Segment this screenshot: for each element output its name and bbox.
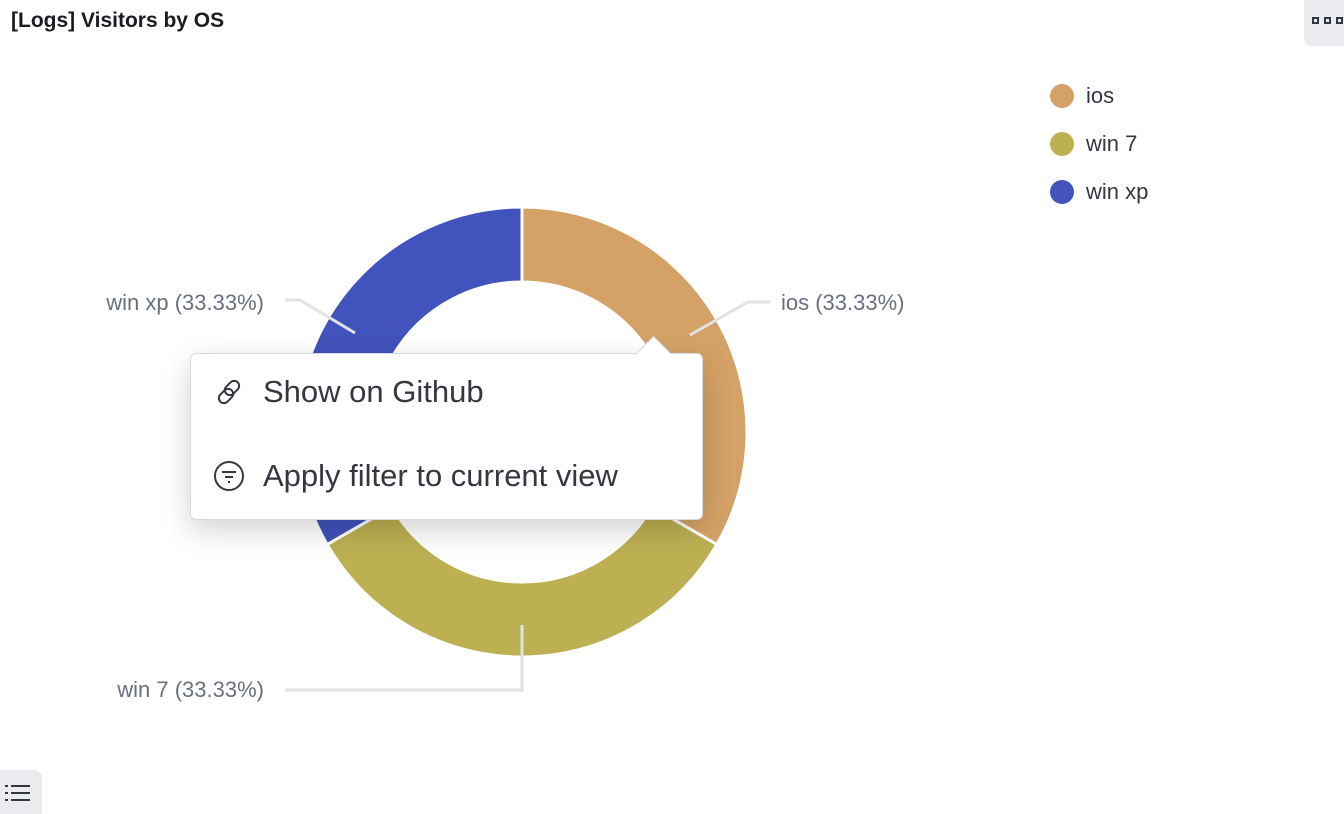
slice-win-7[interactable] (325, 504, 719, 659)
legend-item-win-xp[interactable]: win xp (1050, 168, 1148, 216)
box (1336, 17, 1343, 24)
panel-options-button[interactable] (1304, 0, 1344, 46)
filter-icon (214, 461, 244, 491)
context-menu-popover: Show on Github Apply filter to current v… (190, 335, 703, 520)
leader-line-win-xp (285, 298, 356, 335)
leader-line-win-7 (285, 625, 524, 692)
menu-item-show-on-github[interactable]: Show on Github (213, 374, 484, 410)
list-icon (5, 785, 30, 801)
slice-label-ios: ios (33.33%) (781, 290, 905, 315)
menu-item-apply-filter[interactable]: Apply filter to current view (213, 458, 618, 494)
legend-dot (1050, 180, 1074, 204)
legend-label: win xp (1086, 179, 1149, 204)
slice-label-win-7: win 7 (33.33%) (116, 677, 264, 702)
legend-item-win-7[interactable]: win 7 (1050, 120, 1148, 168)
panel-title: [Logs] Visitors by OS (11, 9, 225, 32)
slice-label-win-xp: win xp (33.33%) (105, 290, 264, 315)
boxes-horizontal-icon (1312, 17, 1319, 24)
legend-label: ios (1086, 83, 1115, 108)
legend-item-ios[interactable]: ios (1050, 72, 1148, 120)
menu-item-label: Apply filter to current view (263, 458, 618, 493)
box (1324, 17, 1331, 24)
legend-dot (1050, 84, 1074, 108)
legend-label: win 7 (1086, 131, 1138, 156)
legend-toggle-button[interactable] (0, 770, 42, 814)
menu-item-label: Show on Github (263, 374, 484, 409)
legend-dot (1050, 132, 1074, 156)
link-icon (217, 379, 241, 405)
legend: ios win 7 win xp (1050, 72, 1148, 216)
leader-line-ios (689, 300, 770, 337)
